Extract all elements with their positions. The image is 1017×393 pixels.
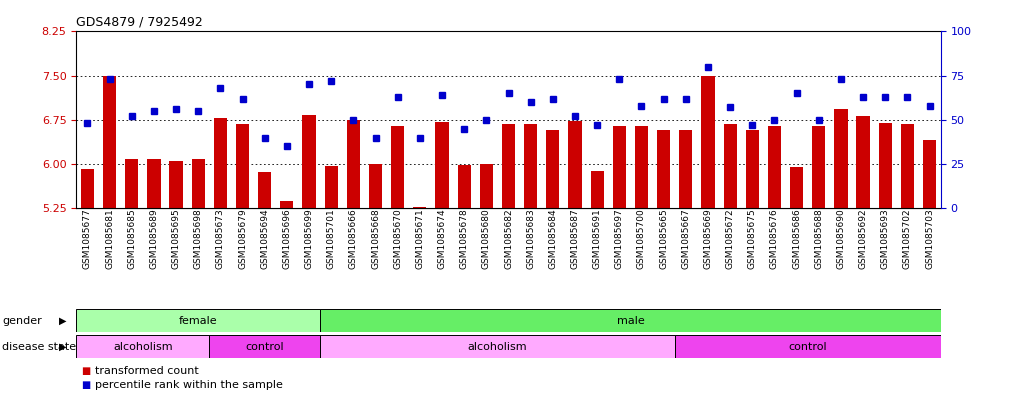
Text: GSM1085675: GSM1085675 bbox=[747, 208, 757, 269]
Bar bbox=[834, 109, 847, 208]
Bar bbox=[813, 126, 826, 208]
Bar bbox=[391, 126, 405, 208]
Text: GSM1085681: GSM1085681 bbox=[105, 208, 114, 269]
Bar bbox=[147, 160, 161, 208]
Text: ■: ■ bbox=[81, 366, 91, 376]
Text: GSM1085677: GSM1085677 bbox=[82, 208, 92, 269]
Text: GSM1085700: GSM1085700 bbox=[637, 208, 646, 269]
Text: GSM1085668: GSM1085668 bbox=[371, 208, 380, 269]
Bar bbox=[923, 141, 937, 208]
Bar bbox=[369, 164, 382, 208]
Text: GSM1085678: GSM1085678 bbox=[460, 208, 469, 269]
Text: GSM1085676: GSM1085676 bbox=[770, 208, 779, 269]
Bar bbox=[524, 124, 537, 208]
Bar bbox=[635, 126, 648, 208]
Bar bbox=[458, 165, 471, 208]
Text: percentile rank within the sample: percentile rank within the sample bbox=[95, 380, 283, 390]
Text: GSM1085684: GSM1085684 bbox=[548, 208, 557, 269]
Bar bbox=[480, 164, 493, 208]
Text: control: control bbox=[245, 342, 284, 352]
Bar bbox=[347, 120, 360, 208]
Text: control: control bbox=[788, 342, 827, 352]
Text: GSM1085669: GSM1085669 bbox=[704, 208, 713, 269]
Text: GSM1085672: GSM1085672 bbox=[726, 208, 734, 269]
Bar bbox=[80, 169, 94, 208]
Text: ▶: ▶ bbox=[59, 342, 66, 352]
Bar bbox=[674, 335, 941, 358]
Bar bbox=[125, 160, 138, 208]
Text: GSM1085698: GSM1085698 bbox=[193, 208, 202, 269]
Bar bbox=[501, 124, 516, 208]
Bar bbox=[591, 171, 604, 208]
Bar bbox=[723, 124, 736, 208]
Text: GSM1085671: GSM1085671 bbox=[415, 208, 424, 269]
Bar bbox=[258, 172, 272, 208]
Text: GSM1085693: GSM1085693 bbox=[881, 208, 890, 269]
Bar bbox=[901, 124, 914, 208]
Text: female: female bbox=[179, 316, 218, 326]
Text: ■: ■ bbox=[81, 380, 91, 390]
Text: GSM1085679: GSM1085679 bbox=[238, 208, 247, 269]
Bar bbox=[856, 116, 870, 208]
Text: gender: gender bbox=[2, 316, 42, 326]
Text: GSM1085697: GSM1085697 bbox=[615, 208, 623, 269]
Bar bbox=[210, 335, 320, 358]
Text: GSM1085691: GSM1085691 bbox=[593, 208, 602, 269]
Bar bbox=[546, 130, 559, 208]
Bar bbox=[320, 335, 674, 358]
Text: GSM1085670: GSM1085670 bbox=[394, 208, 402, 269]
Bar bbox=[191, 160, 204, 208]
Text: GSM1085702: GSM1085702 bbox=[903, 208, 912, 269]
Bar bbox=[281, 201, 294, 208]
Text: transformed count: transformed count bbox=[95, 366, 198, 376]
Text: disease state: disease state bbox=[2, 342, 76, 352]
Bar bbox=[612, 126, 626, 208]
Bar bbox=[170, 161, 183, 208]
Text: GSM1085673: GSM1085673 bbox=[216, 208, 225, 269]
Text: GSM1085701: GSM1085701 bbox=[326, 208, 336, 269]
Text: GSM1085674: GSM1085674 bbox=[437, 208, 446, 269]
Text: GSM1085699: GSM1085699 bbox=[304, 208, 313, 269]
Text: GSM1085692: GSM1085692 bbox=[858, 208, 868, 269]
Text: GDS4879 / 7925492: GDS4879 / 7925492 bbox=[76, 16, 203, 29]
Bar bbox=[702, 75, 715, 208]
Bar bbox=[236, 124, 249, 208]
Bar bbox=[76, 309, 320, 332]
Bar bbox=[413, 207, 426, 208]
Text: GSM1085689: GSM1085689 bbox=[149, 208, 159, 269]
Bar bbox=[435, 122, 448, 208]
Text: GSM1085688: GSM1085688 bbox=[815, 208, 824, 269]
Bar bbox=[657, 130, 670, 208]
Text: GSM1085665: GSM1085665 bbox=[659, 208, 668, 269]
Bar bbox=[302, 115, 315, 208]
Bar bbox=[768, 126, 781, 208]
Bar bbox=[214, 118, 227, 208]
Text: alcoholism: alcoholism bbox=[468, 342, 527, 352]
Text: ▶: ▶ bbox=[59, 316, 66, 326]
Bar bbox=[879, 123, 892, 208]
Text: alcoholism: alcoholism bbox=[113, 342, 173, 352]
Bar bbox=[324, 167, 338, 208]
Text: GSM1085666: GSM1085666 bbox=[349, 208, 358, 269]
Bar bbox=[103, 75, 116, 208]
Text: GSM1085683: GSM1085683 bbox=[526, 208, 535, 269]
Text: GSM1085694: GSM1085694 bbox=[260, 208, 270, 269]
Text: GSM1085685: GSM1085685 bbox=[127, 208, 136, 269]
Text: GSM1085695: GSM1085695 bbox=[172, 208, 181, 269]
Text: GSM1085696: GSM1085696 bbox=[283, 208, 291, 269]
Text: GSM1085686: GSM1085686 bbox=[792, 208, 801, 269]
Text: GSM1085667: GSM1085667 bbox=[681, 208, 691, 269]
Bar bbox=[790, 167, 803, 208]
Bar bbox=[745, 130, 759, 208]
Text: GSM1085680: GSM1085680 bbox=[482, 208, 491, 269]
Text: GSM1085682: GSM1085682 bbox=[504, 208, 513, 269]
Text: GSM1085687: GSM1085687 bbox=[571, 208, 580, 269]
Text: GSM1085690: GSM1085690 bbox=[836, 208, 845, 269]
Bar bbox=[569, 121, 582, 208]
Bar bbox=[679, 130, 693, 208]
Text: male: male bbox=[616, 316, 645, 326]
Bar bbox=[320, 309, 941, 332]
Text: GSM1085703: GSM1085703 bbox=[925, 208, 935, 269]
Bar bbox=[76, 335, 210, 358]
